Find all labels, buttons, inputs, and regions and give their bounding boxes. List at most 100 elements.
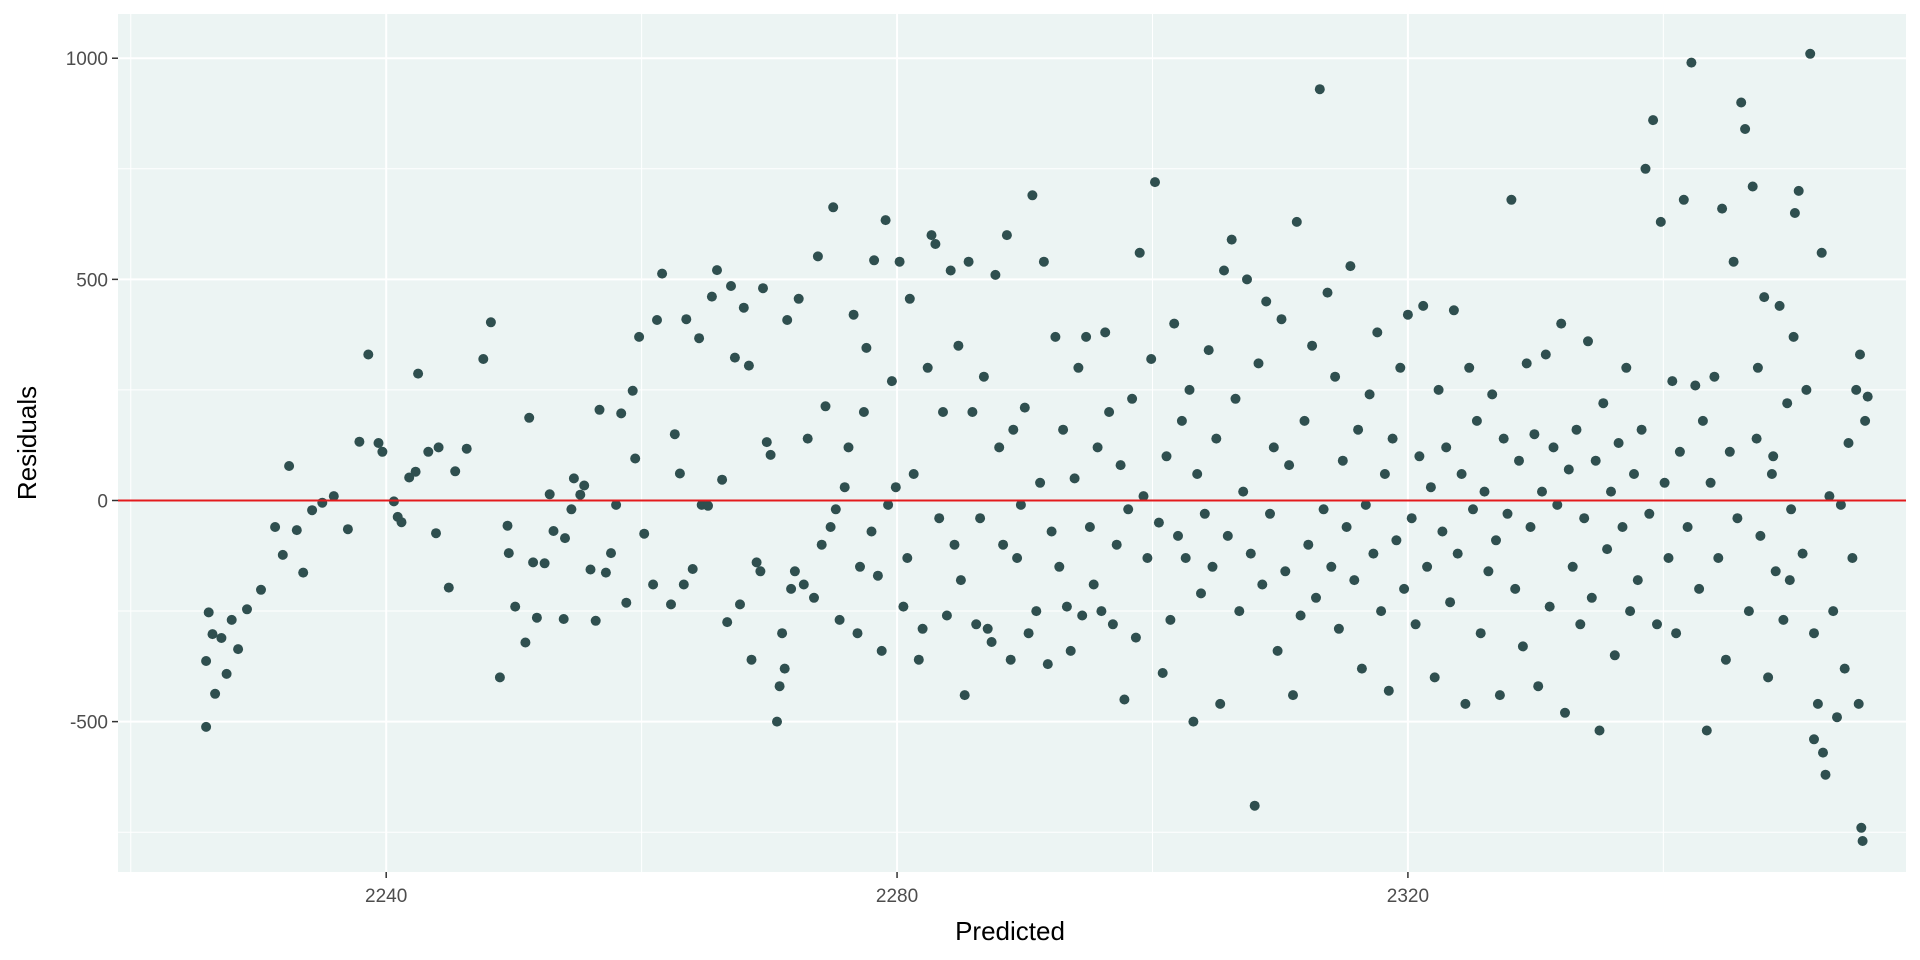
y-tick-label: -500 — [70, 713, 108, 734]
data-point — [201, 656, 212, 666]
y-tick-label: 500 — [76, 270, 108, 291]
data-point — [1088, 579, 1099, 590]
data-point — [1788, 331, 1799, 342]
data-point — [930, 239, 941, 249]
data-point — [1234, 606, 1245, 617]
data-point — [1111, 539, 1122, 550]
data-point — [1015, 499, 1026, 510]
data-point — [1027, 190, 1038, 201]
minor-gridlines — [118, 14, 1906, 872]
data-point — [1690, 380, 1701, 391]
data-point — [681, 314, 692, 325]
data-point — [834, 614, 845, 625]
data-point — [1288, 690, 1298, 701]
data-point — [1203, 345, 1214, 356]
y-axis-ticks: -500 0 500 1000 — [66, 49, 118, 734]
data-point — [1272, 645, 1283, 656]
data-point — [1629, 469, 1639, 479]
data-point — [648, 579, 659, 590]
data-point — [1387, 433, 1398, 444]
data-point — [1671, 628, 1682, 639]
data-point — [1215, 698, 1226, 709]
data-point — [1161, 451, 1172, 462]
data-point — [1812, 698, 1823, 709]
data-point — [1425, 482, 1436, 493]
data-point — [1445, 597, 1456, 608]
data-point — [1230, 393, 1241, 404]
data-point — [1245, 548, 1256, 559]
data-point — [1468, 504, 1478, 515]
data-point — [1303, 539, 1314, 550]
data-point — [1341, 522, 1352, 532]
major-gridlines — [118, 14, 1906, 872]
data-point — [735, 599, 745, 610]
y-tick-label: 0 — [97, 491, 108, 512]
data-point — [1801, 384, 1812, 395]
data-point — [1818, 747, 1828, 758]
data-point — [1268, 442, 1279, 453]
data-point — [894, 256, 905, 267]
data-point — [1345, 261, 1356, 272]
data-point — [1414, 451, 1425, 462]
data-point — [1023, 628, 1034, 639]
data-point — [1540, 349, 1551, 360]
x-tick-label: 2320 — [1387, 886, 1429, 907]
data-point — [712, 265, 722, 276]
data-point — [880, 215, 891, 226]
data-point — [579, 480, 590, 491]
data-point — [1138, 491, 1149, 502]
data-point — [959, 690, 970, 701]
data-point — [1391, 535, 1402, 546]
data-point — [934, 513, 945, 524]
data-point — [210, 688, 221, 699]
data-point — [520, 637, 531, 648]
data-point — [1364, 389, 1375, 400]
data-point — [1119, 694, 1130, 705]
data-point — [1835, 499, 1846, 510]
data-point — [812, 251, 823, 262]
data-point — [674, 468, 685, 479]
data-point — [1226, 234, 1237, 245]
data-point — [1464, 362, 1475, 373]
data-point — [1487, 389, 1498, 400]
data-point — [802, 433, 813, 444]
data-point — [1851, 384, 1862, 395]
data-point — [1839, 663, 1850, 674]
data-point — [761, 437, 772, 448]
data-point — [861, 342, 872, 353]
data-point — [1510, 583, 1521, 594]
data-point — [1330, 371, 1341, 382]
data-point — [1360, 499, 1371, 510]
data-point — [1805, 48, 1816, 59]
data-point — [1299, 415, 1310, 426]
data-point — [1073, 362, 1084, 373]
data-point — [233, 644, 244, 655]
data-point — [1448, 305, 1459, 316]
data-point — [1663, 553, 1674, 563]
data-point — [955, 575, 966, 586]
data-point — [203, 607, 214, 618]
data-point — [1537, 486, 1547, 497]
data-point — [503, 548, 514, 559]
data-point — [1134, 247, 1145, 258]
data-point — [1199, 508, 1210, 519]
data-point — [1418, 300, 1429, 311]
data-point — [669, 429, 680, 440]
data-point — [1770, 566, 1781, 577]
data-point — [568, 473, 579, 484]
data-point — [886, 376, 897, 387]
data-point — [1609, 650, 1620, 661]
data-point — [1379, 469, 1390, 479]
data-point — [1494, 690, 1505, 701]
data-point — [621, 597, 632, 608]
data-point — [1598, 398, 1609, 409]
data-point — [1728, 256, 1739, 267]
data-point — [575, 489, 586, 500]
data-point — [1640, 163, 1651, 174]
data-point — [1383, 685, 1394, 696]
data-point — [1376, 606, 1387, 617]
data-point — [726, 281, 736, 291]
data-point — [1636, 424, 1647, 435]
data-point — [1368, 548, 1379, 559]
data-point — [1207, 561, 1218, 572]
